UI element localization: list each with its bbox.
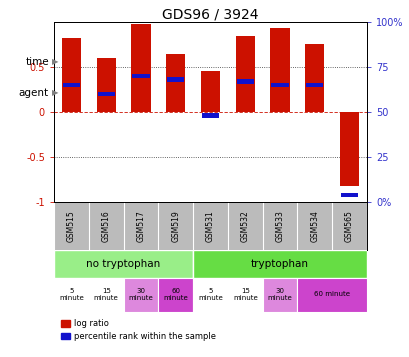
Text: 15
minute: 15 minute [94,288,118,301]
Bar [166,54,185,112]
Bar [193,250,366,278]
Bar [305,44,324,112]
Bar [132,74,149,78]
Text: tryptophan: tryptophan [250,259,308,269]
Text: GSM533: GSM533 [275,210,284,242]
Bar [62,38,81,112]
Text: GSM532: GSM532 [240,210,249,242]
Bar [193,278,227,312]
Bar [297,278,366,312]
Bar [97,58,115,112]
Text: GSM515: GSM515 [67,210,76,242]
Text: agent: agent [19,88,49,98]
Bar [167,77,184,82]
Text: no tryptophan: no tryptophan [86,259,160,269]
Text: ▶: ▶ [52,57,58,66]
Bar [271,83,288,87]
Text: GSM534: GSM534 [310,210,319,242]
Bar [306,83,323,87]
Text: GDS96 / 3924: GDS96 / 3924 [162,8,258,22]
Bar [63,83,80,87]
Text: GSM565: GSM565 [344,210,353,242]
Text: 30
minute: 30 minute [267,288,292,301]
Text: 60
minute: 60 minute [163,288,188,301]
Text: GSM516: GSM516 [101,210,110,242]
Bar [89,278,123,312]
Bar [235,35,254,112]
Text: GSM519: GSM519 [171,210,180,242]
Bar [339,112,358,186]
Legend: log ratio, percentile rank within the sample: log ratio, percentile rank within the sa… [58,316,219,344]
Bar [54,250,193,278]
Text: GSM517: GSM517 [136,210,145,242]
Text: 60 minute: 60 minute [313,291,349,297]
Text: 5
minute: 5 minute [59,288,83,301]
Text: ▶: ▶ [52,89,58,97]
Bar [227,278,262,312]
Text: 5
minute: 5 minute [198,288,222,301]
Bar [270,28,289,112]
Bar [97,92,115,96]
Text: GSM531: GSM531 [205,210,214,242]
Text: 30
minute: 30 minute [128,288,153,301]
Bar [262,278,297,312]
Bar [158,278,193,312]
Text: time: time [25,57,49,67]
Bar [236,79,253,84]
Bar [201,114,218,118]
Bar [200,71,220,112]
Bar [340,192,357,197]
Bar [54,278,89,312]
Text: 15
minute: 15 minute [232,288,257,301]
Bar [131,24,150,112]
Bar [123,278,158,312]
